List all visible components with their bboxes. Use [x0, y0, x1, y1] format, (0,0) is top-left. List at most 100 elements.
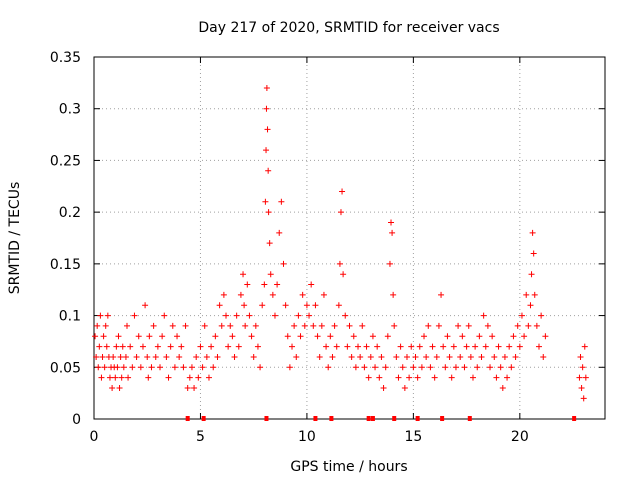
data-point: [342, 312, 349, 319]
data-point: [450, 343, 457, 350]
data-point: [336, 260, 343, 267]
data-point: [171, 364, 178, 371]
data-point: [580, 395, 587, 402]
data-point: [352, 364, 359, 371]
data-point: [142, 302, 149, 309]
data-point: [295, 312, 302, 319]
data-point: [508, 364, 515, 371]
data-point: [339, 188, 346, 195]
data-point: [497, 364, 504, 371]
data-point: [97, 312, 104, 319]
y-tick-label: 0.1: [59, 309, 81, 325]
data-point: [514, 322, 521, 329]
data-point: [265, 209, 272, 216]
data-point: [384, 333, 391, 340]
data-point: [521, 333, 528, 340]
data-point: [94, 322, 101, 329]
data-point: [257, 364, 264, 371]
data-point: [359, 322, 366, 329]
x-tick-label: 0: [90, 429, 99, 445]
data-point: [406, 374, 413, 381]
axis-marker: [392, 416, 397, 421]
axis-marker: [572, 416, 577, 421]
data-point: [216, 302, 223, 309]
data-point: [205, 374, 212, 381]
data-point: [344, 343, 351, 350]
data-point: [427, 364, 434, 371]
data-point: [289, 343, 296, 350]
data-point: [431, 374, 438, 381]
data-point: [399, 364, 406, 371]
data-point: [372, 364, 379, 371]
data-point: [378, 353, 385, 360]
data-point: [310, 322, 317, 329]
data-point: [337, 209, 344, 216]
y-tick-label: 0.35: [50, 50, 81, 66]
data-point: [112, 374, 119, 381]
data-point: [433, 353, 440, 360]
axis-marker: [467, 416, 472, 421]
data-point: [191, 384, 198, 391]
data-point: [442, 364, 449, 371]
data-point: [218, 322, 225, 329]
data-point: [137, 364, 144, 371]
data-point: [540, 353, 547, 360]
data-point: [376, 374, 383, 381]
data-point: [92, 333, 99, 340]
data-point: [129, 364, 136, 371]
data-point: [529, 229, 536, 236]
axis-marker: [313, 416, 318, 421]
data-point: [210, 364, 217, 371]
data-point: [501, 353, 508, 360]
data-point: [115, 333, 122, 340]
data-point: [308, 281, 315, 288]
data-point: [512, 353, 519, 360]
data-point: [429, 343, 436, 350]
axis-marker: [370, 416, 375, 421]
data-point: [95, 364, 102, 371]
data-point: [110, 353, 117, 360]
data-point: [357, 353, 364, 360]
data-point: [152, 353, 159, 360]
data-point: [299, 291, 306, 298]
data-point: [259, 302, 266, 309]
data-point: [159, 333, 166, 340]
data-point: [167, 343, 174, 350]
data-point: [297, 333, 304, 340]
data-point: [263, 105, 270, 112]
data-point: [425, 322, 432, 329]
data-point: [227, 322, 234, 329]
chart-title: Day 217 of 2020, SRMTID for receiver vac…: [198, 20, 499, 36]
data-point: [414, 374, 421, 381]
data-point: [446, 353, 453, 360]
y-tick-label: 0.3: [59, 102, 81, 118]
data-point: [252, 322, 259, 329]
data-point: [369, 333, 376, 340]
data-point: [186, 374, 193, 381]
data-point: [174, 333, 181, 340]
data-point: [182, 322, 189, 329]
data-point: [389, 229, 396, 236]
data-point: [374, 343, 381, 350]
data-point: [333, 343, 340, 350]
data-point: [269, 291, 276, 298]
data-point: [582, 374, 589, 381]
data-point: [331, 322, 338, 329]
data-point: [329, 353, 336, 360]
data-point: [393, 353, 400, 360]
data-point: [527, 302, 534, 309]
data-point: [318, 322, 325, 329]
data-point: [139, 343, 146, 350]
data-point: [576, 374, 583, 381]
data-point: [237, 291, 244, 298]
data-point: [248, 333, 255, 340]
data-points: [92, 85, 589, 402]
data-point: [104, 312, 111, 319]
data-point: [525, 322, 532, 329]
data-point: [161, 312, 168, 319]
data-point: [455, 322, 462, 329]
data-point: [410, 364, 417, 371]
y-tick-label: 0.25: [50, 153, 81, 169]
data-point: [180, 364, 187, 371]
